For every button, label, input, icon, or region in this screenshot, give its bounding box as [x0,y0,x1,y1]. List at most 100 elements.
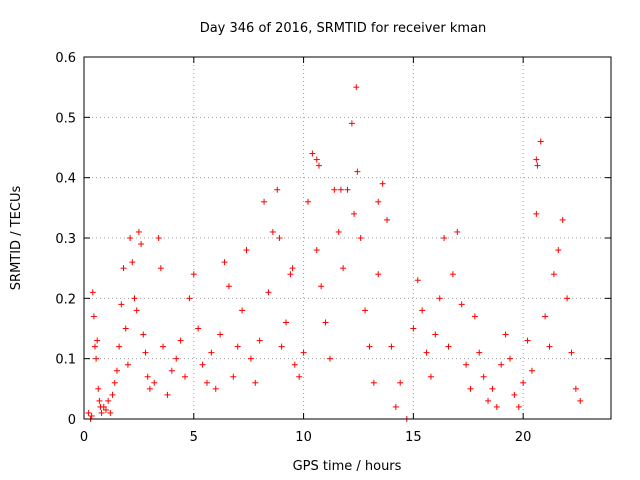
data-point [511,391,518,398]
data-point [326,355,333,362]
data-point [315,162,322,169]
data-point [140,331,147,338]
data-point [564,295,571,302]
data-point [480,373,487,380]
data-point [493,403,500,410]
axis-ticks: 0 0.1 0.2 0.3 0.4 0.5 0.6 0 5 10 15 20 [55,51,611,445]
data-point [353,84,360,91]
x-tick-label: 0 [80,430,88,445]
data-point [278,343,285,350]
data-point [168,367,175,374]
data-point [144,373,151,380]
data-point [116,343,123,350]
data-point [173,355,180,362]
data-point [127,235,134,241]
data-point [120,265,127,272]
data-point [550,271,557,278]
data-point [135,228,142,235]
y-tick-label: 0.3 [55,232,76,247]
data-point [142,349,149,356]
x-tick-label: 15 [405,430,422,445]
data-point [177,337,184,344]
data-point [502,331,509,338]
data-point [100,403,107,410]
data-point [454,228,461,235]
data-point [289,265,296,272]
data-point [432,331,439,338]
data-point [98,409,105,416]
data-point [124,361,131,368]
data-point [357,235,364,241]
data-point [239,307,246,314]
data-point [111,379,118,386]
data-point [109,391,116,398]
data-point [498,361,505,368]
data-point [340,265,347,272]
data-point [379,180,386,187]
data-point [283,319,290,326]
data-point [397,379,404,386]
data-point [261,198,268,205]
data-point [489,385,496,392]
data-point [157,265,164,272]
grid [84,57,611,419]
data-point [190,271,197,278]
data-point [88,412,95,419]
data-point [533,156,540,163]
data-point [392,403,399,410]
data-point [203,379,210,386]
data-point [537,138,544,145]
data-point [445,343,452,350]
data-point [265,289,272,296]
data-point [528,367,535,374]
data-point [441,235,448,241]
data-point [351,210,358,217]
data-point [212,385,219,392]
data-point [546,343,553,350]
data-point [217,331,224,338]
data-point [476,349,483,356]
data-point [208,349,215,356]
data-point [427,373,434,380]
data-point [276,235,283,241]
data-point [160,343,167,350]
data-point [559,216,566,223]
data-point [90,313,97,320]
data-point [85,409,92,416]
data-point [131,295,138,302]
data-point [419,307,426,314]
data-point [313,247,320,254]
data-point [221,259,228,266]
data-point [269,228,276,235]
data-point [102,406,109,413]
x-tick-label: 5 [190,430,198,445]
data-point [506,355,513,362]
data-point [313,156,320,163]
data-point [256,337,263,344]
data-point [520,379,527,386]
data-point [186,295,193,302]
data-point [225,283,232,290]
data-point [287,271,294,278]
data-point [96,397,103,404]
data-point [388,343,395,350]
data-point [113,367,120,374]
data-point [458,301,465,308]
data-point [467,385,474,392]
y-tick-label: 0.1 [55,353,76,368]
data-point [375,271,382,278]
y-tick-label: 0.5 [55,111,76,126]
data-point [344,186,351,193]
data-point [107,409,114,416]
data-point [318,283,325,290]
data-point [410,325,417,332]
data-point [129,259,136,266]
data-point [151,379,158,386]
data-point [122,325,129,332]
data-point [534,162,541,169]
y-tick-label: 0.6 [55,51,76,66]
data-point [234,343,241,350]
data-point [247,355,254,362]
